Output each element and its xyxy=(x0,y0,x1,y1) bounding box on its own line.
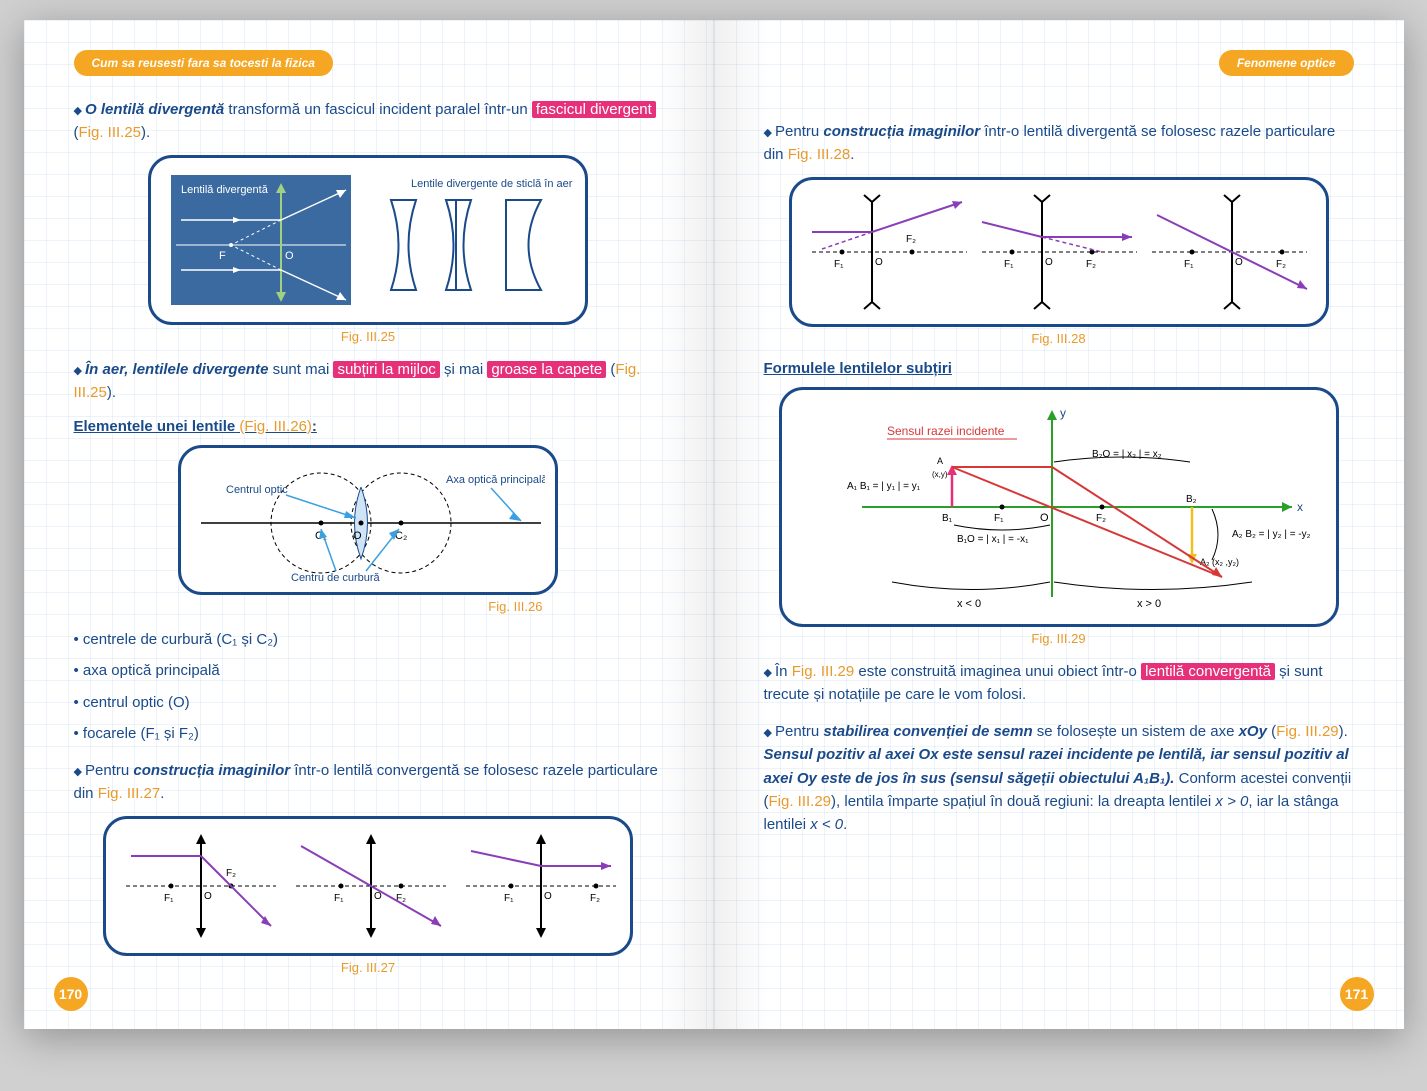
svg-text:O: O xyxy=(1040,512,1049,524)
svg-text:Centrul optic: Centrul optic xyxy=(226,484,288,496)
svg-text:F₁: F₁ xyxy=(1004,259,1014,270)
page-right: Fenomene optice Pentru construcția imagi… xyxy=(714,20,1404,1029)
svg-text:Lentile divergente de sticlă î: Lentile divergente de sticlă în aer xyxy=(411,178,573,190)
figure-28: F₁ F₂ O F₁ F₂ O xyxy=(789,177,1329,327)
svg-text:F₁: F₁ xyxy=(834,259,844,270)
svg-text:F₁: F₁ xyxy=(1184,259,1194,270)
svg-text:O: O xyxy=(1235,257,1243,268)
svg-text:B₁: B₁ xyxy=(942,513,953,524)
svg-text:Axa optică principală: Axa optică principală xyxy=(446,474,545,486)
svg-text:x < 0: x < 0 xyxy=(957,598,981,610)
figure-25: Lentilă divergentă xyxy=(148,155,588,325)
page-number-right: 171 xyxy=(1340,977,1374,1011)
highlight: fascicul divergent xyxy=(532,101,656,118)
r-para-1: Pentru construcția imaginilor într-o len… xyxy=(764,120,1354,167)
book-spread: Cum sa reusesti fara sa tocesti la fizic… xyxy=(24,20,1404,1029)
figure-26: C₁ C₂ O Axa optică principală Centrul op… xyxy=(178,445,558,595)
fig29-caption: Fig. III.29 xyxy=(764,631,1354,646)
svg-text:Sensul razei incidente: Sensul razei incidente xyxy=(887,424,1005,438)
header-right: Fenomene optice xyxy=(1219,50,1354,76)
fig27-svg: F₁ F₂ O F₁ F₂ O xyxy=(116,826,620,946)
svg-text:A: A xyxy=(937,456,943,466)
svg-text:(x,y): (x,y) xyxy=(932,470,948,479)
r-para-2: În Fig. III.29 este construită imaginea … xyxy=(764,660,1354,707)
svg-text:Lentilă divergentă: Lentilă divergentă xyxy=(181,184,269,196)
svg-text:Centru de curbură: Centru de curbură xyxy=(291,572,381,584)
svg-text:A₂ B₂ = | y₂ | = -y₂: A₂ B₂ = | y₂ | = -y₂ xyxy=(1232,529,1311,540)
svg-text:O: O xyxy=(353,530,362,542)
para-2: În aer, lentilele divergente sunt mai su… xyxy=(74,358,663,405)
svg-text:O: O xyxy=(204,891,212,902)
svg-text:F₂: F₂ xyxy=(590,893,600,904)
item2: axa optică principală xyxy=(74,659,663,682)
r-para-3: Pentru stabilirea convenției de semn se … xyxy=(764,720,1354,836)
svg-text:B₁O = | x₁ | = -x₁: B₁O = | x₁ | = -x₁ xyxy=(957,534,1029,545)
figure-29: y x O Sensul razei incidente F₁ F₂ B₁ A … xyxy=(779,387,1339,627)
svg-text:F₂: F₂ xyxy=(1096,513,1106,524)
svg-text:F₁: F₁ xyxy=(164,893,174,904)
p1-lead: O lentilă divergentă xyxy=(85,101,224,118)
fig28-caption: Fig. III.28 xyxy=(764,331,1354,346)
page-left: Cum sa reusesti fara sa tocesti la fizic… xyxy=(24,20,714,1029)
header-left: Cum sa reusesti fara sa tocesti la fizic… xyxy=(74,50,333,76)
section-elements: Elementele unei lentile (Fig. III.26): xyxy=(74,418,663,435)
svg-text:F: F xyxy=(219,250,226,262)
section-formulas: Formulele lentilelor subțiri xyxy=(764,360,1354,377)
svg-text:B₂: B₂ xyxy=(1186,494,1197,505)
svg-text:O: O xyxy=(544,891,552,902)
svg-text:x: x xyxy=(1297,500,1303,514)
svg-text:O: O xyxy=(1045,257,1053,268)
svg-text:y: y xyxy=(1060,406,1066,420)
svg-text:A₁ B₁ = | y₁ | = y₁: A₁ B₁ = | y₁ | = y₁ xyxy=(847,481,921,492)
figure-27: F₁ F₂ O F₁ F₂ O xyxy=(103,816,633,956)
fig27-caption: Fig. III.27 xyxy=(74,960,663,975)
item1: centrele de curbură (C₁ și C₂) xyxy=(74,628,663,651)
fig26-svg: C₁ C₂ O Axa optică principală Centrul op… xyxy=(191,453,545,588)
item4: focarele (F₁ și F₂) xyxy=(74,722,663,745)
fig26-caption: Fig. III.26 xyxy=(74,599,663,614)
page-number-left: 170 xyxy=(54,977,88,1011)
svg-text:F₂: F₂ xyxy=(226,868,236,879)
svg-text:F₁: F₁ xyxy=(994,513,1004,524)
fig29-svg: y x O Sensul razei incidente F₁ F₂ B₁ A … xyxy=(792,397,1326,617)
fig25-svg: Lentilă divergentă xyxy=(161,165,575,315)
para-3: Pentru construcția imaginilor într-o len… xyxy=(74,759,663,806)
svg-text:F₁: F₁ xyxy=(504,893,514,904)
svg-text:O: O xyxy=(285,250,294,262)
item3: centrul optic (O) xyxy=(74,691,663,714)
svg-text:F₂: F₂ xyxy=(906,234,916,245)
svg-text:x > 0: x > 0 xyxy=(1137,598,1161,610)
fig28-svg: F₁ F₂ O F₁ F₂ O xyxy=(802,187,1316,317)
fig25-caption: Fig. III.25 xyxy=(74,329,663,344)
svg-text:O: O xyxy=(875,257,883,268)
svg-text:F₂: F₂ xyxy=(1276,259,1286,270)
svg-text:F₂: F₂ xyxy=(1086,259,1096,270)
para-1: O lentilă divergentă transformă un fasci… xyxy=(74,98,663,145)
svg-text:F₁: F₁ xyxy=(334,893,344,904)
